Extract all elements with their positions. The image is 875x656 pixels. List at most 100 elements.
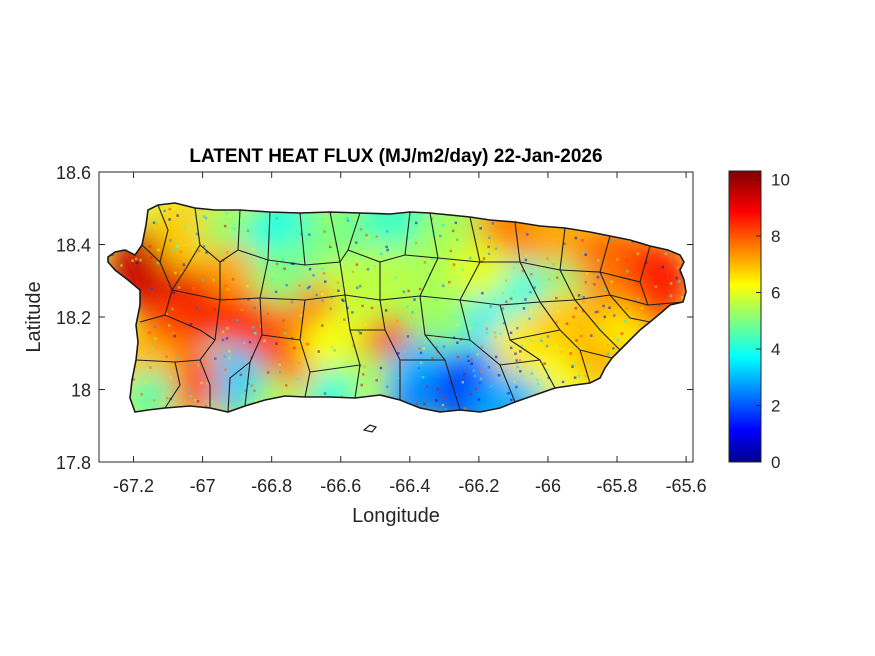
- heat-speckle: [482, 257, 486, 260]
- heat-speckle: [430, 257, 434, 260]
- heat-speckle: [407, 308, 410, 312]
- heat-speckle: [536, 378, 539, 382]
- heat-speckle: [612, 347, 615, 350]
- x-tick-label: -65.6: [666, 476, 707, 496]
- heat-speckle: [530, 273, 533, 276]
- heat-speckle: [205, 251, 208, 254]
- heat-speckle: [417, 367, 421, 370]
- heat-speckle: [204, 216, 208, 220]
- heat-speckle: [419, 361, 423, 364]
- heat-speckle: [244, 389, 247, 393]
- heat-speckle: [580, 327, 583, 330]
- heat-speckle: [375, 235, 378, 238]
- municipality-border: [347, 211, 411, 263]
- heat-speckle: [396, 319, 399, 323]
- heat-speckle: [168, 207, 171, 211]
- heat-speckle: [572, 363, 576, 367]
- heat-speckle: [242, 341, 246, 345]
- heat-speckle: [236, 318, 239, 322]
- heat-speckle: [212, 380, 216, 383]
- heat-speckle: [555, 320, 558, 324]
- heat-speckle: [306, 379, 309, 383]
- heat-speckle: [297, 361, 301, 365]
- heat-speckle: [266, 312, 270, 315]
- heat-speckle: [321, 324, 324, 327]
- heat-speckle: [469, 256, 472, 260]
- heat-speckle: [528, 317, 531, 320]
- heat-speckle: [278, 274, 281, 277]
- municipality-border: [299, 299, 311, 398]
- heat-speckle: [253, 389, 256, 392]
- heat-speckle: [135, 261, 139, 265]
- x-tick-label: -66.8: [251, 476, 292, 496]
- municipality-border: [459, 299, 516, 403]
- heat-speckle: [515, 359, 518, 362]
- heat-speckle: [480, 345, 484, 349]
- heat-speckle: [613, 314, 616, 317]
- heat-speckle: [135, 365, 139, 368]
- heat-speckle: [359, 227, 363, 231]
- municipality-border: [339, 261, 346, 296]
- heat-speckle: [339, 284, 342, 288]
- heat-speckle: [555, 345, 558, 348]
- heat-speckle: [225, 211, 228, 215]
- heat-speckle: [200, 381, 203, 385]
- heat-speckle: [568, 349, 571, 352]
- heat-speckle: [246, 229, 250, 233]
- heat-speckle: [165, 355, 168, 358]
- heat-speckle: [436, 350, 439, 353]
- heat-speckle: [375, 379, 378, 382]
- heat-speckle: [616, 338, 620, 341]
- heat-speckle: [144, 380, 148, 384]
- heat-speckle: [333, 349, 336, 352]
- heat-speckle: [678, 280, 681, 283]
- heat-speckle: [572, 315, 575, 319]
- x-axis-ticks: -67.2 -67 -66.8 -66.6 -66.4 -66.2 -66 -65.8 -65.…: [113, 172, 707, 496]
- heat-speckle: [228, 356, 231, 360]
- heat-speckle: [155, 223, 159, 226]
- heat-speckle: [266, 268, 270, 271]
- heat-speckle: [461, 381, 464, 384]
- heat-speckle: [580, 334, 583, 338]
- heat-speckle: [298, 346, 301, 350]
- heat-speckle: [661, 265, 664, 269]
- heat-speckle: [579, 346, 583, 350]
- heat-speckle: [415, 402, 418, 405]
- heat-speckle: [501, 307, 505, 310]
- heat-speckle: [298, 340, 301, 343]
- x-tick-label: -66.6: [320, 476, 361, 496]
- heat-speckle: [422, 347, 426, 350]
- heat-speckle: [441, 403, 445, 407]
- heat-speckle: [466, 355, 470, 358]
- heat-speckle: [504, 279, 508, 283]
- heat-speckle: [574, 236, 578, 240]
- heat-speckle: [195, 232, 199, 236]
- heat-speckle: [230, 296, 233, 300]
- municipality-border: [499, 304, 556, 389]
- heat-speckle: [479, 377, 483, 381]
- heat-speckle: [483, 319, 486, 323]
- heat-speckle: [493, 298, 497, 301]
- heat-speckle: [497, 374, 501, 377]
- heat-speckle: [188, 387, 192, 391]
- heat-speckle: [584, 374, 588, 378]
- heat-speckle: [431, 356, 434, 360]
- heat-speckle: [248, 340, 252, 344]
- heat-speckle: [152, 221, 156, 224]
- heat-speckle: [285, 283, 288, 287]
- heat-speckle: [534, 310, 538, 314]
- heat-speckle: [415, 221, 418, 225]
- heat-speckle: [540, 264, 544, 267]
- heat-speckle: [423, 402, 426, 406]
- heat-speckle: [569, 352, 572, 355]
- y-tick-label: 18.6: [56, 163, 91, 183]
- heat-speckle: [499, 332, 502, 335]
- heat-speckle: [522, 307, 526, 310]
- heat-speckle: [381, 313, 385, 316]
- heat-speckle: [603, 287, 607, 291]
- heat-speckle: [451, 229, 455, 233]
- heat-speckle: [523, 361, 527, 364]
- heat-speckle: [221, 338, 225, 342]
- heat-speckle: [452, 337, 455, 341]
